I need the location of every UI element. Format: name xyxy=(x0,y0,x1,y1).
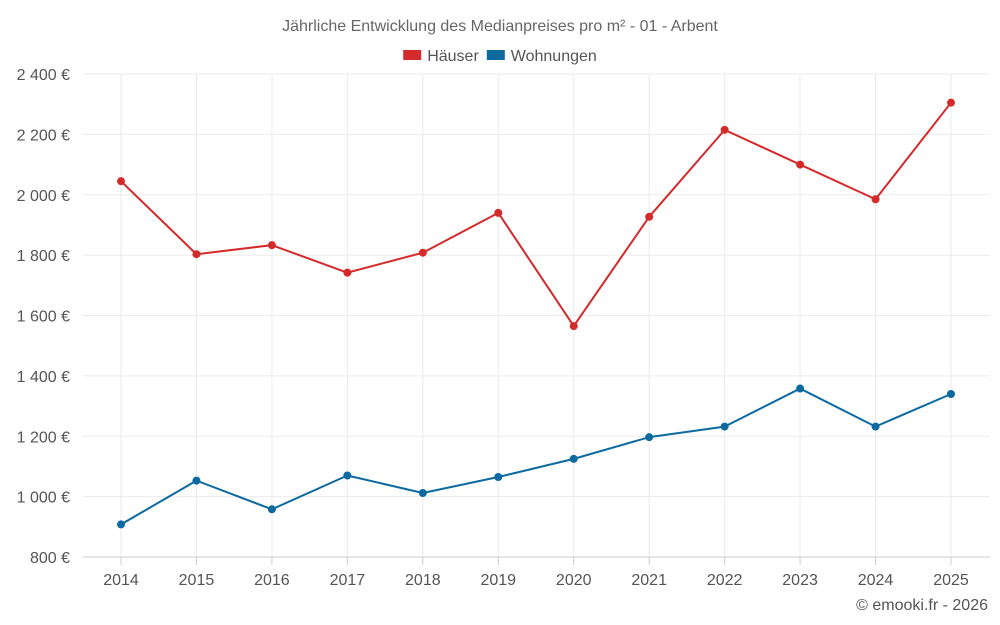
data-point[interactable] xyxy=(796,384,805,393)
data-point[interactable] xyxy=(494,473,503,482)
data-point[interactable] xyxy=(117,177,125,186)
legend-label[interactable]: Wohnungen xyxy=(511,48,597,65)
data-point[interactable] xyxy=(947,389,955,398)
data-point[interactable] xyxy=(947,98,955,107)
series-line-häuser xyxy=(120,102,952,328)
data-point[interactable] xyxy=(720,422,729,431)
x-tick-label: 2018 xyxy=(405,572,441,589)
x-tick-label: 2020 xyxy=(556,572,592,589)
data-point[interactable] xyxy=(343,268,352,277)
y-tick-label: 2 200 € xyxy=(17,127,70,144)
grid xyxy=(83,73,990,557)
data-point[interactable] xyxy=(494,208,503,217)
series-line-wohnungen xyxy=(120,387,952,526)
y-tick-label: 1 000 € xyxy=(17,490,70,507)
x-tick-label: 2019 xyxy=(480,572,516,589)
data-point[interactable] xyxy=(796,160,805,169)
y-tick-label: 1 400 € xyxy=(17,369,70,386)
x-axis: 2014 2015 2016 2017 2018 2019 2020 2021 2022 2023… xyxy=(83,556,990,589)
data-point[interactable] xyxy=(267,241,276,250)
data-point[interactable] xyxy=(418,248,427,257)
y-tick-label: 1 200 € xyxy=(17,429,70,446)
legend: Häuser Wohnungen xyxy=(403,48,597,65)
x-tick-label: 2022 xyxy=(707,572,743,589)
data-point[interactable] xyxy=(418,489,427,498)
x-tick-label: 2025 xyxy=(933,572,969,589)
data-point[interactable] xyxy=(192,250,201,259)
x-tick-label: 2023 xyxy=(782,572,818,589)
data-point[interactable] xyxy=(343,471,352,480)
y-tick-label: 2 000 € xyxy=(17,188,70,205)
data-point[interactable] xyxy=(569,454,578,463)
x-tick-label: 2021 xyxy=(631,572,667,589)
data-point[interactable] xyxy=(569,322,578,331)
data-point[interactable] xyxy=(871,422,880,431)
copyright-text: © emooki.fr - 2026 xyxy=(856,597,988,614)
x-tick-label: 2016 xyxy=(254,572,290,589)
data-point[interactable] xyxy=(117,520,125,529)
data-point[interactable] xyxy=(720,125,729,134)
chart-title: Jährliche Entwicklung des Medianpreises … xyxy=(282,18,718,35)
data-point[interactable] xyxy=(645,212,654,221)
legend-swatch-häuser xyxy=(403,50,422,60)
y-tick-label: 1 800 € xyxy=(17,248,70,265)
legend-swatch-wohnungen xyxy=(486,50,505,60)
data-point[interactable] xyxy=(871,195,880,204)
y-axis: 800 € 1 000 € 1 200 € 1 400 € 1 600 € 1 800 €… xyxy=(17,67,70,567)
x-tick-label: 2017 xyxy=(330,572,366,589)
y-tick-label: 800 € xyxy=(30,550,70,567)
x-tick-label: 2015 xyxy=(179,572,215,589)
y-tick-label: 1 600 € xyxy=(17,309,70,326)
series-layer xyxy=(117,98,955,529)
x-tick-label: 2024 xyxy=(858,572,894,589)
data-point[interactable] xyxy=(267,505,276,514)
y-tick-label: 2 400 € xyxy=(17,67,70,84)
data-point[interactable] xyxy=(645,433,654,442)
legend-label[interactable]: Häuser xyxy=(427,48,479,65)
x-tick-label: 2014 xyxy=(103,572,139,589)
data-point[interactable] xyxy=(192,476,201,485)
